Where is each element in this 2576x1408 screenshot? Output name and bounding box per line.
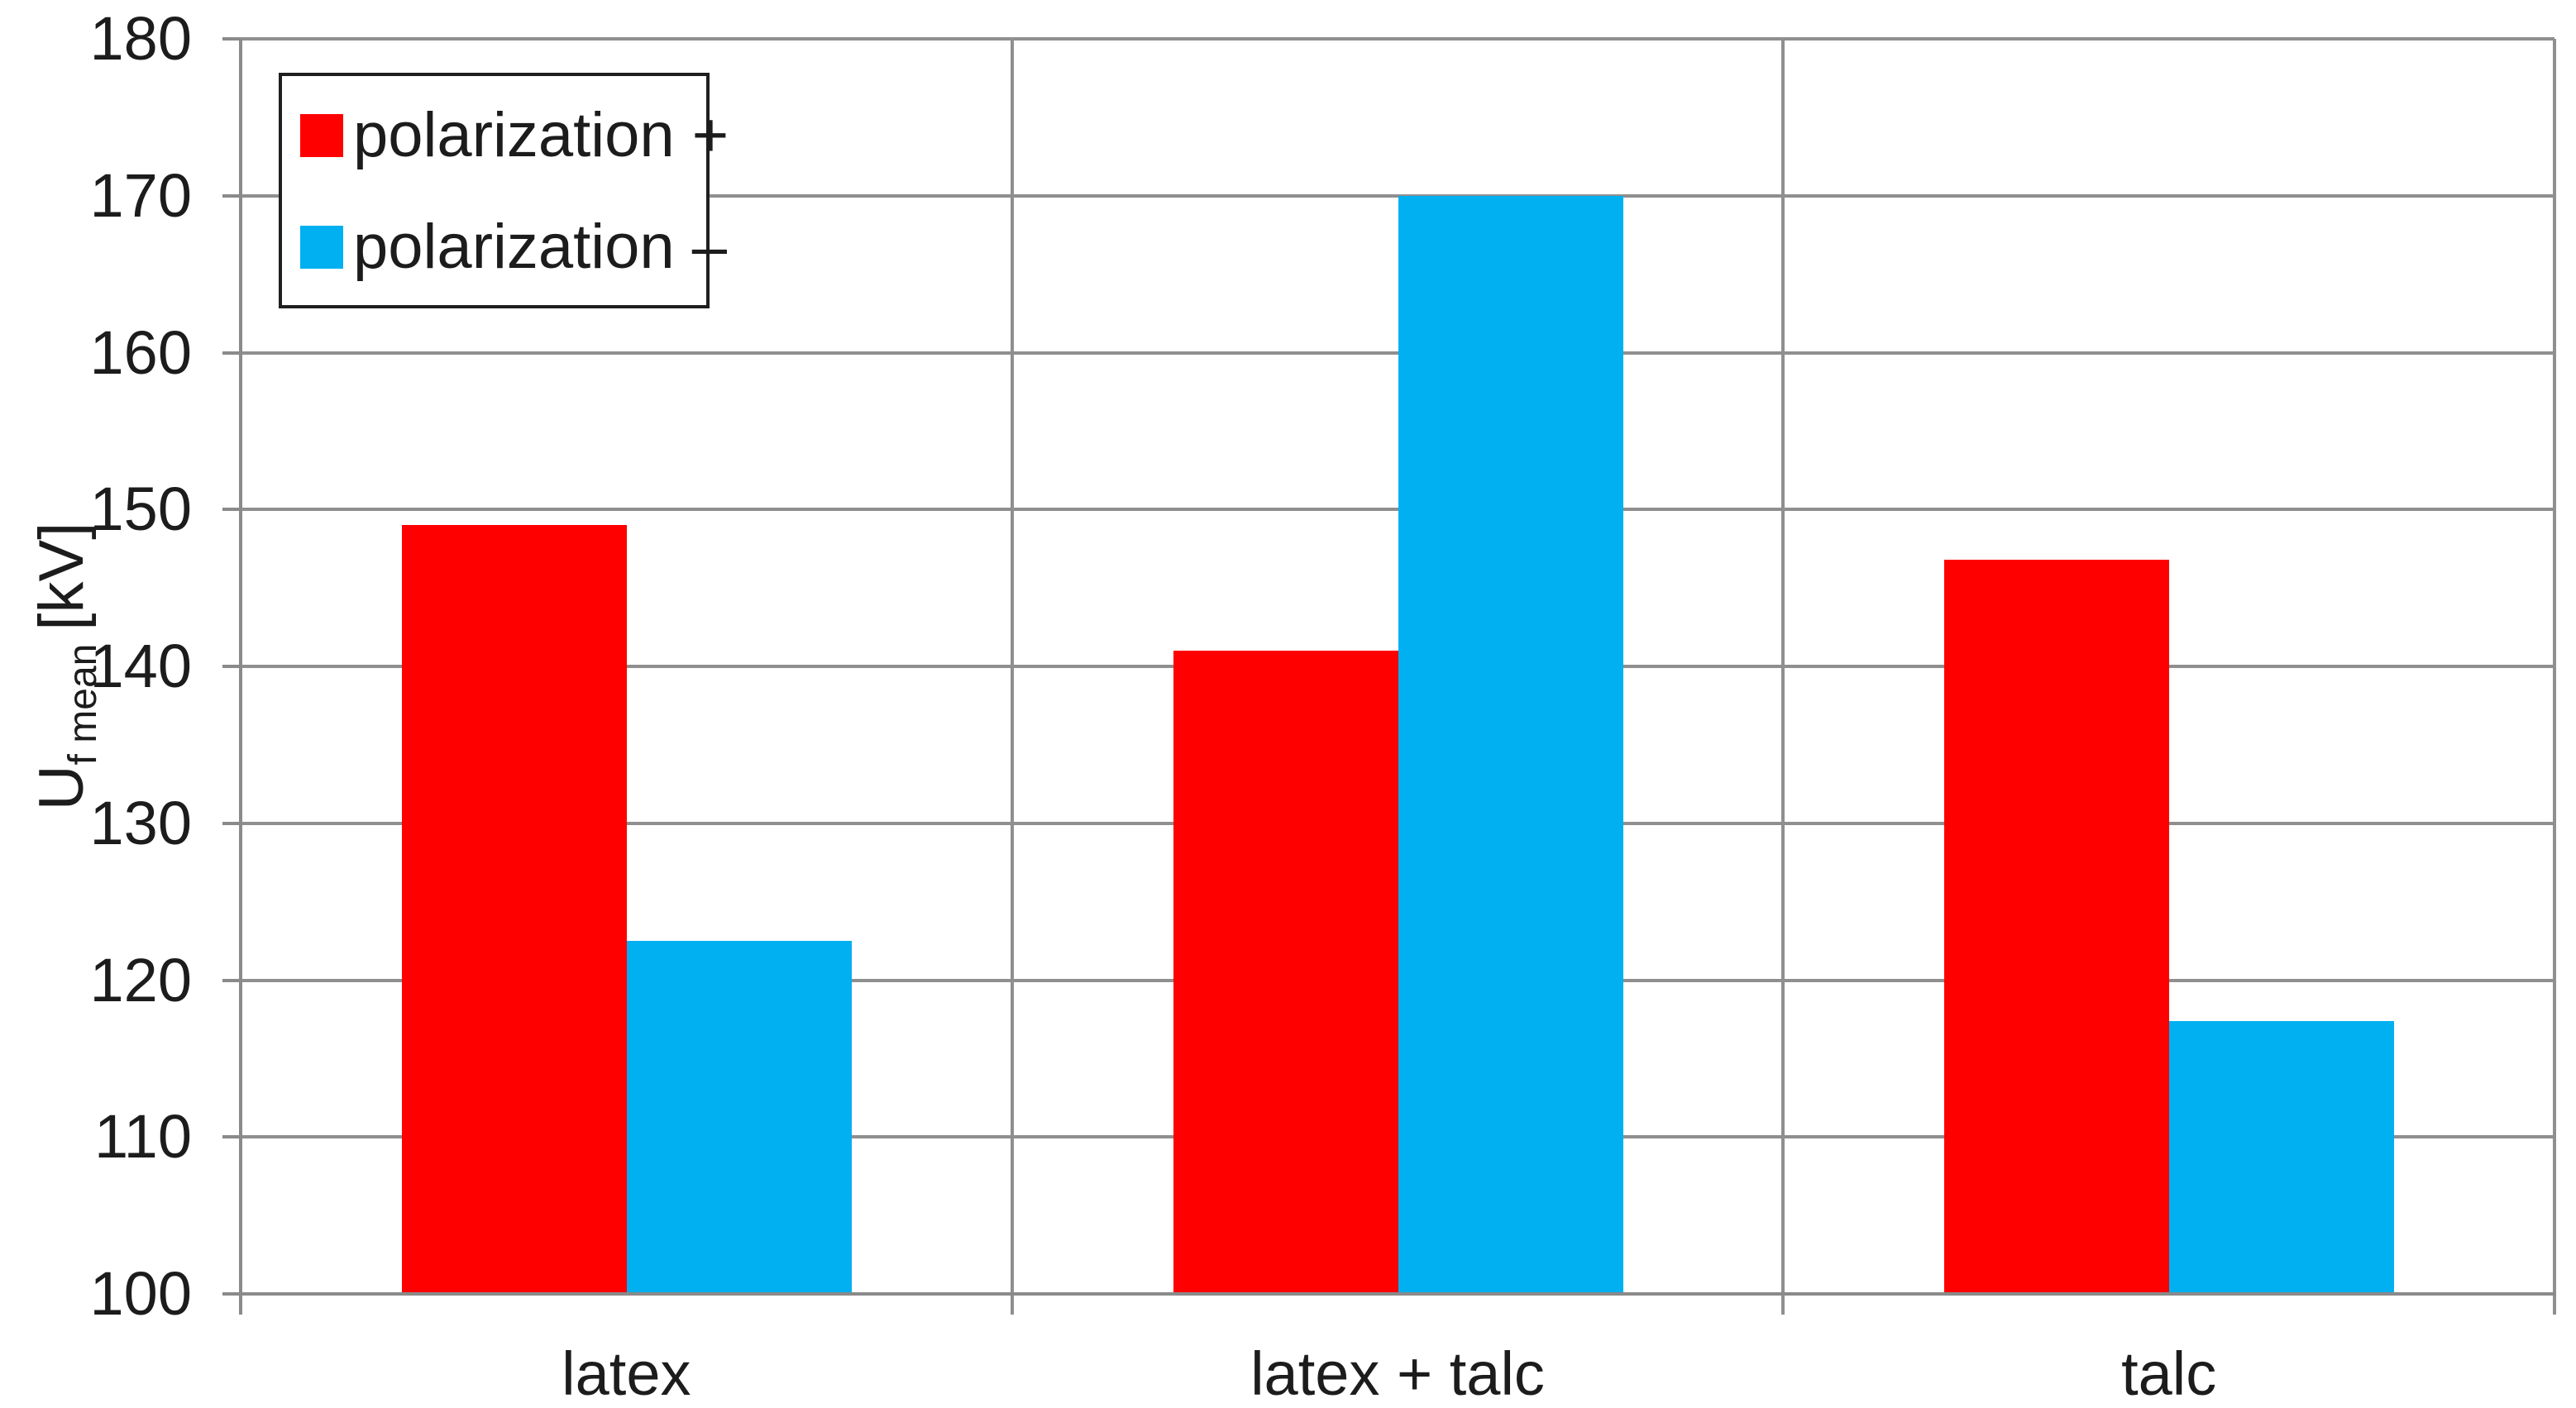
y-axis-tick xyxy=(222,821,241,825)
y-tick-label: 160 xyxy=(89,317,192,387)
legend: polarization + polarization – xyxy=(279,73,729,308)
bar-positive-talc xyxy=(1944,559,2170,1294)
y-tick-label: 180 xyxy=(89,4,192,73)
y-axis-tick xyxy=(222,1135,241,1139)
legend-label: polarization + xyxy=(353,100,729,170)
bar-positive-latex xyxy=(402,525,627,1294)
y-axis-tick xyxy=(222,37,241,41)
y-axis-tick xyxy=(222,351,241,355)
bar-negative-latex-talc xyxy=(1398,195,1623,1294)
y-gridline xyxy=(241,351,2554,355)
y-tick-label: 130 xyxy=(89,788,192,857)
y-gridline xyxy=(241,193,2554,198)
y-tick-label: 170 xyxy=(89,160,192,230)
legend-item: polarization – xyxy=(300,214,727,280)
bar-positive-latex-talc xyxy=(1173,651,1398,1294)
y-gridline xyxy=(241,508,2554,512)
y-tick-label: 140 xyxy=(89,632,192,700)
category-separator-line xyxy=(1010,39,1014,1315)
y-axis-tick xyxy=(222,508,241,512)
category-separator-line xyxy=(1781,39,1785,1315)
y-gridline xyxy=(241,37,2554,41)
y-tick-label: 120 xyxy=(89,945,192,1014)
y-tick-label: 150 xyxy=(89,475,192,544)
y-tick-label: 110 xyxy=(94,1102,192,1172)
x-axis-line xyxy=(222,1292,2556,1296)
y-axis-line xyxy=(239,39,242,1315)
x-tick-label: latex + talc xyxy=(1250,1339,1545,1408)
bar-negative-talc xyxy=(2169,1020,2395,1294)
y-tick-label: 100 xyxy=(89,1259,192,1328)
legend-swatch-red xyxy=(300,114,343,157)
legend-label: polarization – xyxy=(353,212,728,282)
x-tick-label: latex xyxy=(562,1339,691,1408)
legend-item: polarization + xyxy=(300,103,729,169)
plot-right-border xyxy=(2553,39,2556,1315)
legend-swatch-blue xyxy=(300,226,343,269)
y-axis-tick xyxy=(222,665,241,668)
x-tick-label: talc xyxy=(2121,1339,2217,1408)
y-axis-tick xyxy=(222,978,241,982)
y-axis-tick xyxy=(222,193,241,198)
bar-negative-latex xyxy=(627,941,852,1294)
